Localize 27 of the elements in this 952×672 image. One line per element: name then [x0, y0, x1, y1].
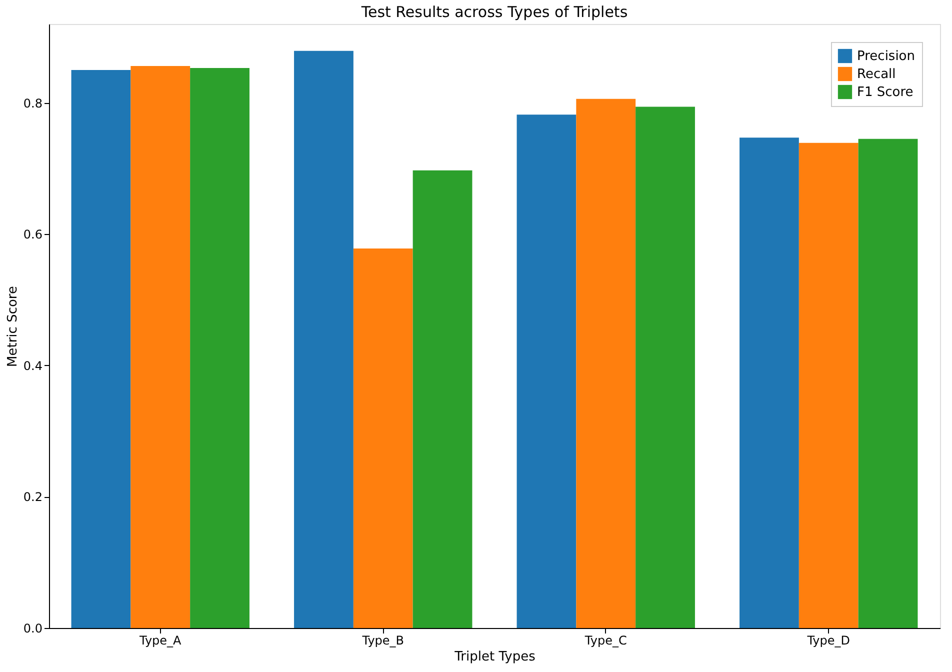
bar [294, 50, 354, 628]
bar [516, 114, 576, 628]
legend-label: F1 Score [857, 85, 914, 100]
x-tick-label: Type_D [806, 634, 850, 648]
legend-label: Precision [857, 49, 916, 64]
y-tick-label: 0.6 [23, 228, 42, 242]
bar [740, 138, 799, 628]
x-tick-label: Type_C [584, 634, 627, 648]
bar [636, 106, 695, 628]
bar [576, 98, 636, 628]
y-tick-label: 0.4 [23, 358, 42, 373]
x-tick-label: Type_B [361, 634, 404, 648]
x-tick-label: Type_A [138, 634, 182, 648]
y-tick-label: 0.8 [23, 96, 42, 110]
legend-label: Recall [857, 67, 896, 82]
chart-title: Test Results across Types of Triplets [360, 3, 628, 21]
bar [71, 70, 131, 628]
y-axis-title: Metric Score [5, 286, 20, 367]
bar [858, 138, 918, 628]
x-axis-title: Triplet Types [454, 650, 536, 664]
bar [130, 66, 190, 628]
bar [353, 248, 413, 628]
bar [190, 68, 250, 628]
y-tick-label: 0.2 [23, 490, 42, 504]
bar [412, 170, 472, 628]
y-tick-label: 0.0 [23, 622, 42, 636]
bar [798, 142, 858, 628]
